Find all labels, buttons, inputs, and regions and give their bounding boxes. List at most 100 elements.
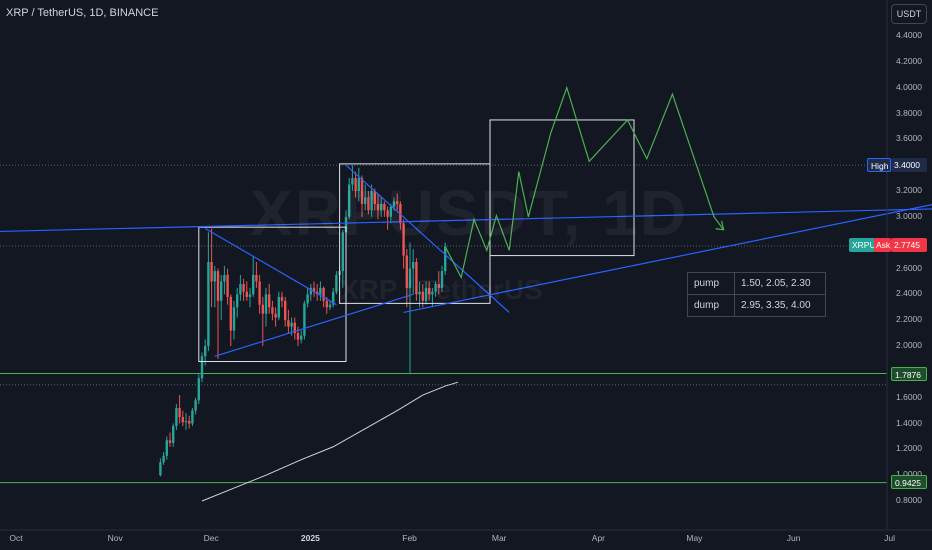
candle-body [290, 322, 293, 327]
price-scale-label: 0.8000 [896, 495, 922, 505]
high-tag-value: 3.4000 [891, 158, 927, 172]
candle-body [383, 203, 386, 211]
candle-body [325, 300, 328, 308]
candle-body [162, 455, 165, 463]
price-scale-label: 2.6000 [896, 262, 922, 273]
candle-body [245, 291, 248, 297]
projection-layer [444, 85, 725, 280]
candle-body [380, 203, 383, 211]
candle-body [271, 307, 274, 314]
candle-body [306, 294, 309, 304]
trendline-horizontal-resistance [0, 208, 932, 233]
candle-body [296, 333, 300, 340]
price-scale-label: 2.2000 [896, 314, 922, 325]
pattern-box [198, 226, 347, 363]
candle-body [415, 262, 418, 295]
candle-body [440, 271, 444, 288]
candle-body [341, 232, 344, 272]
candles-layer [159, 165, 447, 477]
candle-body [168, 440, 172, 443]
candle-body [386, 210, 389, 217]
high-tag-label: High [867, 158, 891, 172]
candle-body [319, 287, 322, 295]
level-tag-upper: 1.7876 [891, 367, 927, 381]
price-scale-label: 4.4000 [896, 30, 922, 40]
candle-body [165, 440, 168, 456]
time-scale-label: Oct [9, 533, 23, 543]
currency-button[interactable]: USDT [891, 4, 927, 24]
price-scale-label: 4.2000 [896, 55, 922, 66]
trendline-resistance-2 [345, 164, 510, 313]
candle-body [258, 281, 261, 305]
projection-path [444, 85, 725, 280]
candle-body [194, 400, 197, 411]
price-scale-label: 4.0000 [896, 81, 922, 92]
candle-body [376, 203, 380, 211]
trendlines-layer [0, 164, 932, 357]
candle-body [431, 291, 434, 295]
candle-body [191, 410, 194, 424]
candle-body [252, 274, 255, 295]
chart-title: XRP / TetherUS, 1D, BINANCE [6, 7, 159, 19]
candle-body [322, 287, 325, 301]
time-scale-label: Jul [884, 533, 896, 543]
candle-body [444, 246, 447, 272]
ask-tag: Ask [874, 238, 891, 252]
table-value: 1.50, 2.05, 2.30 [734, 272, 826, 295]
last-price-tag: 2.7745 [891, 238, 927, 252]
candle-body [418, 291, 421, 295]
candle-body [200, 356, 204, 379]
candle-body [303, 303, 306, 336]
candle-body [344, 216, 348, 233]
candle-body [184, 420, 188, 423]
candle-body [280, 296, 284, 301]
candle-body [248, 294, 252, 297]
candle-body [172, 426, 175, 443]
candle-body [354, 178, 357, 192]
moving-average-line [201, 381, 459, 502]
candle-body [229, 296, 232, 331]
candle-body [232, 307, 236, 331]
candle-body [402, 223, 405, 256]
symbol-tag: XRPUSDT [849, 238, 875, 252]
pattern-box [489, 119, 635, 257]
candle-body [277, 296, 280, 318]
candle-body [335, 274, 338, 292]
candle-body [204, 346, 207, 357]
candle-body [207, 262, 210, 347]
candle-body [216, 271, 220, 301]
candle-body [348, 184, 351, 217]
candle-body [373, 191, 376, 204]
candle-body [312, 287, 316, 292]
candle-body [408, 268, 412, 288]
trendline-long-support [403, 203, 932, 314]
candle-body [300, 335, 303, 340]
candle-body [412, 262, 415, 269]
time-scale-label: Mar [491, 533, 507, 543]
candle-body [332, 291, 335, 305]
time-scale-label: 2025 [300, 533, 320, 543]
candle-body [181, 417, 184, 423]
candle-body [197, 378, 200, 401]
time-scale-label: Jun [786, 533, 801, 543]
candle-body [293, 322, 296, 334]
candle-body [268, 294, 271, 308]
projection-arrowhead [715, 220, 725, 231]
table-row: dump 2.95, 3.35, 4.00 [687, 294, 826, 317]
time-scale-label: Nov [107, 533, 123, 543]
price-scale-label: 2.0000 [896, 340, 922, 350]
candle-body [424, 287, 428, 301]
candle-body [239, 284, 242, 295]
price-scale-label: 1.0000 [896, 469, 922, 479]
candle-body [389, 206, 392, 217]
level-tag-lower: 0.9425 [891, 475, 927, 489]
candle-body [220, 281, 223, 301]
candle-body [392, 201, 396, 207]
time-scale-label: Apr [591, 533, 606, 543]
candle-body [437, 284, 440, 288]
time-scale-label: Dec [203, 533, 219, 543]
price-scale-label: 3.0000 [896, 210, 922, 221]
candle-body [284, 300, 287, 321]
description-watermark: XRP / TetherUS [340, 274, 543, 305]
price-scale-label: 3.8000 [896, 107, 922, 118]
